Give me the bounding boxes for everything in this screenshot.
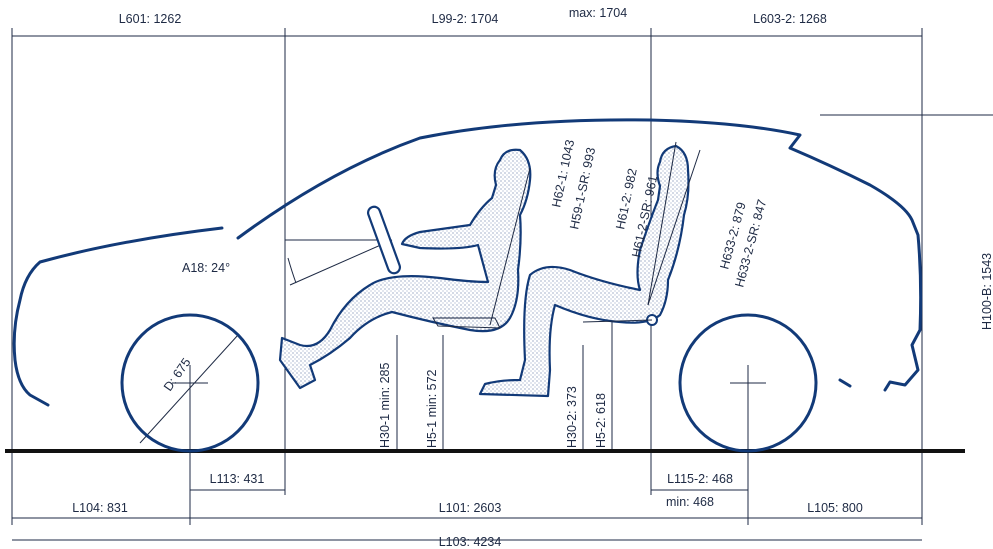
wheel-centers — [172, 365, 766, 401]
dimension-label: L113: 431 — [210, 472, 265, 486]
dimension-label: L115-2: 468 — [667, 472, 733, 486]
dimension-label: L104: 831 — [72, 501, 128, 515]
dimension-label: L105: 800 — [807, 501, 863, 515]
dimension-label: H5-1 min: 572 — [425, 369, 439, 448]
dimension-label: H100-B: 1543 — [980, 253, 993, 330]
dimension-label: L103: 4234 — [439, 535, 502, 549]
dimension-label: D: 675 — [161, 355, 194, 393]
dimension-label: L99-2: 1704 — [432, 12, 499, 26]
dimension-label: A18: 24° — [182, 261, 230, 275]
dimension-label: max: 1704 — [569, 6, 627, 20]
dimension-label: H30-2: 373 — [565, 386, 579, 448]
dimension-label: L101: 2603 — [439, 501, 502, 515]
vehicle-dimension-diagram: L601: 1262 L99-2: 1704 max: 1704 L603-2:… — [0, 0, 993, 549]
dimension-label: L601: 1262 — [119, 12, 182, 26]
dimension-label: L603-2: 1268 — [753, 12, 827, 26]
dimension-label: H5-2: 618 — [594, 393, 608, 448]
dimension-label: min: 468 — [666, 495, 714, 509]
dimension-label: H30-1 min: 285 — [378, 362, 392, 448]
